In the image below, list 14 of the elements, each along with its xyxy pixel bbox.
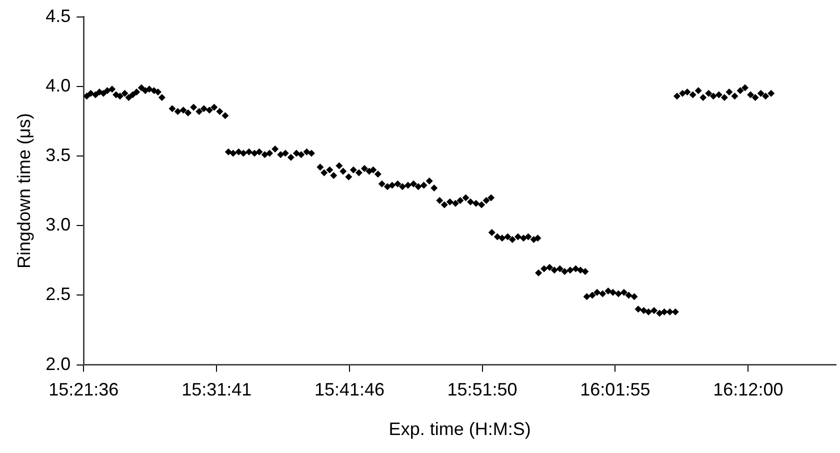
y-tick-label: 3.5 bbox=[46, 144, 71, 165]
y-tick-label: 4.5 bbox=[46, 6, 71, 26]
x-tick-label: 15:21:36 bbox=[48, 380, 119, 400]
x-tick-label: 16:01:55 bbox=[580, 380, 650, 400]
y-tick-label: 4.0 bbox=[46, 75, 71, 96]
x-tick-label: 15:51:50 bbox=[447, 380, 518, 400]
x-tick-label: 16:12:00 bbox=[713, 380, 784, 400]
x-tick-label: 15:31:41 bbox=[182, 380, 252, 400]
y-tick-label: 3.0 bbox=[46, 214, 71, 235]
x-tick-label: 15:41:46 bbox=[314, 380, 385, 400]
y-tick-label: 2.5 bbox=[46, 284, 71, 304]
y-tick-label: 2.0 bbox=[46, 354, 71, 374]
y-axis-title: Ringdown time (μs) bbox=[14, 113, 34, 269]
x-axis-title: Exp. time (H:M:S) bbox=[388, 419, 531, 440]
